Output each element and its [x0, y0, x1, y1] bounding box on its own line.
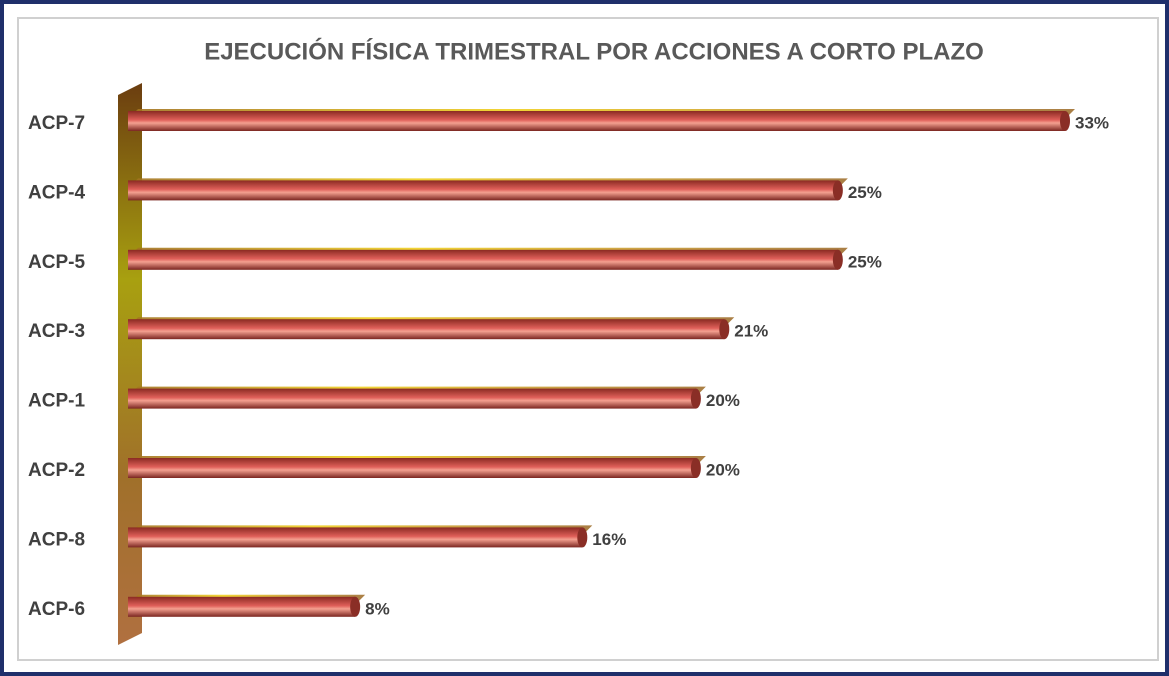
axis-wall: [118, 83, 142, 645]
bar: [128, 458, 701, 478]
y-tick-label: ACP-5: [28, 252, 85, 273]
y-tick-label: ACP-3: [28, 321, 85, 342]
data-label: 16%: [592, 530, 626, 549]
data-label: 20%: [706, 391, 740, 410]
y-tick-label: ACP-1: [28, 391, 85, 412]
y-tick-label: ACP-2: [28, 460, 85, 481]
y-tick-label: ACP-6: [28, 599, 85, 620]
bar: [128, 249, 843, 270]
bar: [128, 388, 701, 409]
y-tick-label: ACP-4: [28, 182, 85, 203]
data-label: 20%: [706, 460, 740, 479]
y-tick-label: ACP-8: [28, 529, 85, 550]
data-label: 25%: [848, 252, 882, 271]
data-label: 21%: [734, 322, 768, 341]
chart-title: EJECUCIÓN FÍSICA TRIMESTRAL POR ACCIONES…: [204, 37, 984, 65]
bar: [128, 596, 361, 617]
bar: [128, 180, 843, 201]
bar: [128, 319, 730, 340]
bar: [128, 111, 1070, 131]
data-label: 33%: [1075, 113, 1109, 132]
data-label: 25%: [848, 183, 882, 202]
y-tick-label: ACP-7: [28, 113, 85, 134]
bar: [128, 527, 588, 548]
data-label: 8%: [365, 599, 390, 618]
